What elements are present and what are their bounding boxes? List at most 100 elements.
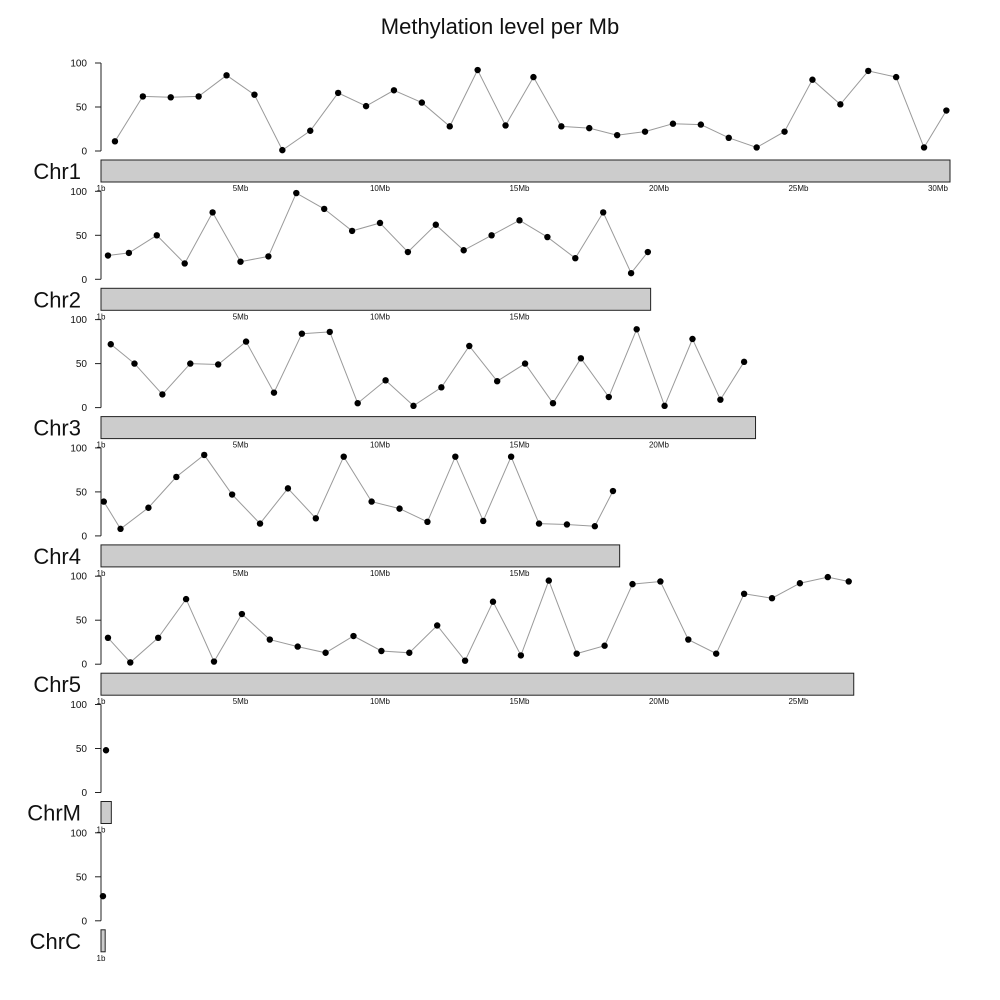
data-point-chr3-8 xyxy=(326,328,333,336)
xtick-label-chr1-5: 25Mb xyxy=(788,184,809,193)
data-point-chr2-20 xyxy=(644,248,652,256)
ytick-label-chrm-100: 100 xyxy=(70,700,87,711)
data-point-chr3-6 xyxy=(270,389,278,396)
data-point-chr4-14 xyxy=(480,517,487,525)
data-point-chr5-5 xyxy=(238,610,246,618)
xtick-label-chr1-1: 5Mb xyxy=(233,184,249,193)
data-point-chr4-10 xyxy=(368,498,375,505)
data-point-chr5-2 xyxy=(154,634,162,641)
ytick-label-chr5-50: 50 xyxy=(76,616,88,627)
data-point-chr1-29 xyxy=(920,144,928,151)
data-point-chr5-18 xyxy=(601,642,608,649)
data-point-chr2-9 xyxy=(348,227,356,235)
data-point-chr4-16 xyxy=(535,520,543,527)
chromosome-label-chrc: ChrC xyxy=(30,929,81,954)
series-line-chr2 xyxy=(107,192,649,275)
data-point-chr4-13 xyxy=(452,453,459,460)
panel-chr2: 0 50 100 Chr2 1b 5Mb 10Mb 15Mb xyxy=(33,187,652,321)
xtick-label-chr5-5: 25Mb xyxy=(788,697,809,706)
ytick-label-chr4-50: 50 xyxy=(76,487,88,498)
data-point-chr4-4 xyxy=(201,451,208,459)
data-point-chr4-12 xyxy=(424,518,431,526)
data-point-chr3-7 xyxy=(298,330,306,337)
data-point-chr5-25 xyxy=(796,580,804,587)
ytick-label-chr1-100: 100 xyxy=(70,59,87,70)
chromosome-label-chr1: Chr1 xyxy=(33,159,81,184)
data-point-chr5-4 xyxy=(210,658,218,665)
data-point-chr3-3 xyxy=(187,360,194,367)
chromosome-label-chr4: Chr4 xyxy=(33,544,81,569)
data-point-chr3-12 xyxy=(438,384,445,391)
data-point-chr3-11 xyxy=(410,402,417,410)
data-point-chr5-17 xyxy=(573,650,580,657)
data-point-chr2-7 xyxy=(293,189,300,197)
data-point-chr2-18 xyxy=(600,209,607,216)
data-point-chr1-30 xyxy=(943,107,950,114)
data-point-chr5-11 xyxy=(406,649,413,656)
xtick-label-chr3-4: 20Mb xyxy=(649,441,670,450)
data-point-chr1-17 xyxy=(586,124,593,132)
data-point-chr1-19 xyxy=(641,128,649,135)
data-point-chr2-8 xyxy=(321,205,328,213)
chromosome-label-chr3: Chr3 xyxy=(33,416,81,441)
data-point-chr3-18 xyxy=(605,393,612,401)
data-point-chr2-13 xyxy=(460,247,467,254)
chromosome-label-chr5: Chr5 xyxy=(33,672,81,697)
data-point-chr1-1 xyxy=(139,93,147,100)
data-point-chr5-9 xyxy=(350,632,357,640)
ytick-label-chr1-0: 0 xyxy=(81,147,87,158)
ytick-label-chr3-0: 0 xyxy=(81,403,87,414)
data-point-chr1-25 xyxy=(809,76,816,83)
data-point-chr4-19 xyxy=(609,487,617,495)
panel-chr1: 0 50 100 Chr1 1b 5Mb 10Mb 15Mb 20Mb 25Mb 30Mb xyxy=(33,59,951,193)
xtick-label-chr4-0: 1b xyxy=(97,569,106,578)
data-point-chr1-21 xyxy=(697,121,705,128)
chromosome-label-chrm: ChrM xyxy=(27,801,81,826)
data-point-chr4-18 xyxy=(591,523,599,530)
data-point-chr5-0 xyxy=(104,634,112,641)
data-point-chr3-1 xyxy=(131,360,138,367)
ytick-label-chrc-0: 0 xyxy=(81,916,87,927)
panel-chrc: 0 50 100 ChrC 1b xyxy=(30,828,107,963)
data-point-chr3-0 xyxy=(107,341,114,348)
xtick-label-chr2-0: 1b xyxy=(97,312,106,321)
data-point-chr4-15 xyxy=(507,453,515,460)
data-point-chr5-8 xyxy=(322,649,329,656)
data-point-chr1-10 xyxy=(390,87,398,94)
data-point-chr1-0 xyxy=(111,138,119,145)
data-point-chr4-5 xyxy=(228,491,236,498)
chart-title: Methylation level per Mb xyxy=(381,14,619,39)
data-point-chr5-7 xyxy=(294,643,301,650)
xtick-label-chr2-2: 10Mb xyxy=(370,312,391,321)
data-point-chr5-19 xyxy=(629,580,636,588)
data-point-chr1-12 xyxy=(446,123,453,130)
ytick-label-chrm-50: 50 xyxy=(76,744,88,755)
ytick-label-chr1-50: 50 xyxy=(76,103,88,114)
data-point-chr2-11 xyxy=(404,248,412,256)
data-point-chr1-26 xyxy=(837,101,844,108)
data-point-chr3-2 xyxy=(159,391,166,398)
data-point-chr4-6 xyxy=(256,520,264,527)
data-point-chr4-17 xyxy=(563,521,571,528)
xtick-label-chr1-0: 1b xyxy=(97,184,106,193)
xtick-label-chr3-1: 5Mb xyxy=(233,441,249,450)
data-point-chr1-11 xyxy=(418,99,426,106)
ytick-label-chr4-100: 100 xyxy=(70,443,87,454)
data-point-chr5-24 xyxy=(768,595,776,602)
xtick-label-chr3-3: 15Mb xyxy=(509,441,530,450)
data-point-chr2-10 xyxy=(376,219,384,227)
data-point-chr3-9 xyxy=(354,400,361,407)
series-line-chr1 xyxy=(114,68,947,151)
data-point-chr2-19 xyxy=(627,269,635,277)
ideogram-bar-chrm xyxy=(100,801,112,824)
data-point-chr1-13 xyxy=(474,66,481,74)
data-point-chr5-23 xyxy=(740,590,748,597)
data-point-chr2-14 xyxy=(488,232,495,239)
data-point-chr4-0 xyxy=(100,498,107,505)
data-point-chr4-7 xyxy=(284,485,292,492)
ideogram-bar-chr4 xyxy=(100,544,621,568)
data-point-chr1-23 xyxy=(753,144,760,151)
ytick-label-chr5-100: 100 xyxy=(70,572,87,583)
data-point-chr3-22 xyxy=(717,396,724,403)
